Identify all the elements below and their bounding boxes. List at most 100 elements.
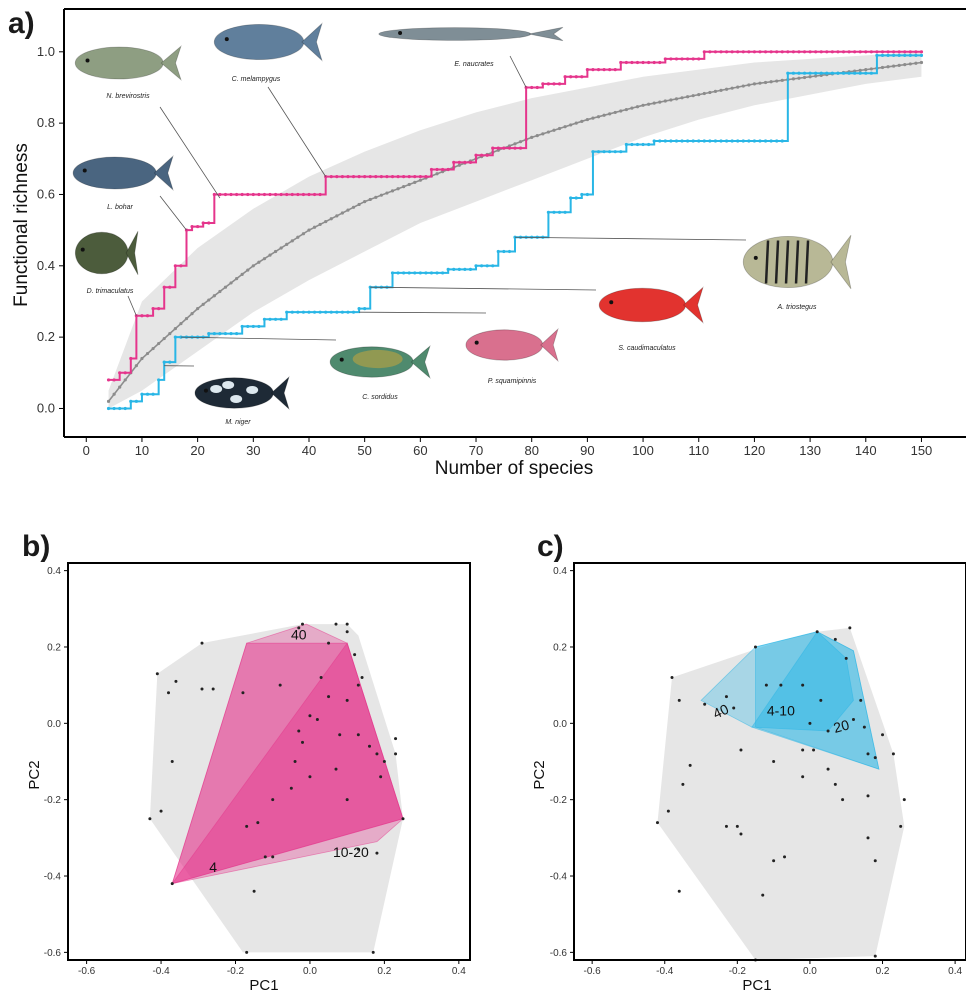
species-point bbox=[171, 760, 174, 763]
c-sordidus-species-label: C. sordidus bbox=[362, 394, 398, 401]
mean-point bbox=[630, 107, 633, 110]
max-point bbox=[736, 50, 739, 53]
m-niger-spot bbox=[210, 385, 222, 393]
max-point bbox=[469, 161, 472, 164]
x-tick-label: -0.4 bbox=[656, 966, 674, 977]
min-point bbox=[447, 268, 450, 271]
max-point bbox=[486, 154, 489, 157]
max-point bbox=[474, 154, 477, 157]
mean-point bbox=[647, 103, 650, 106]
min-point bbox=[875, 54, 878, 57]
max-point bbox=[140, 314, 143, 317]
max-point bbox=[920, 50, 923, 53]
species-point bbox=[335, 623, 338, 626]
mean-point bbox=[235, 277, 238, 280]
min-point bbox=[402, 271, 405, 274]
species-point bbox=[357, 733, 360, 736]
mean-point bbox=[708, 91, 711, 94]
min-point bbox=[614, 150, 617, 153]
max-point bbox=[113, 378, 116, 381]
m-niger-eye bbox=[204, 389, 208, 393]
min-point bbox=[758, 139, 761, 142]
max-point bbox=[118, 371, 121, 374]
mean-point bbox=[747, 83, 750, 86]
m-niger-spot bbox=[230, 395, 242, 403]
species-point bbox=[827, 729, 830, 732]
species-point bbox=[739, 833, 742, 836]
max-point bbox=[352, 175, 355, 178]
mean-point bbox=[870, 67, 873, 70]
a-triostegus-eye bbox=[754, 256, 758, 260]
min-point bbox=[602, 150, 605, 153]
min-point bbox=[296, 311, 299, 314]
c-melampygus-tail bbox=[302, 24, 322, 61]
min-point bbox=[892, 54, 895, 57]
y-tick-label: -0.6 bbox=[44, 948, 62, 959]
mean-point bbox=[324, 220, 327, 223]
max-point bbox=[463, 161, 466, 164]
max-point bbox=[124, 371, 127, 374]
min-point bbox=[747, 139, 750, 142]
species-point bbox=[201, 687, 204, 690]
x-tick-label: 0.4 bbox=[948, 966, 962, 977]
max-point bbox=[653, 61, 656, 64]
x-tick-label: 150 bbox=[911, 443, 933, 458]
species-point bbox=[394, 737, 397, 740]
min-point bbox=[853, 72, 856, 75]
max-point bbox=[385, 175, 388, 178]
max-point bbox=[614, 68, 617, 71]
c-melampygus-body bbox=[214, 24, 304, 59]
min-point bbox=[497, 250, 500, 253]
max-point bbox=[168, 286, 171, 289]
mean-point bbox=[731, 87, 734, 90]
min-point bbox=[836, 72, 839, 75]
x-tick-label: -0.6 bbox=[78, 966, 96, 977]
min-point bbox=[419, 271, 422, 274]
mean-point bbox=[775, 79, 778, 82]
mean-point bbox=[536, 134, 539, 137]
l-bohar-body bbox=[73, 157, 156, 189]
species-point bbox=[346, 630, 349, 633]
species-point bbox=[848, 626, 851, 629]
mean-point bbox=[458, 164, 461, 167]
mean-point bbox=[319, 223, 322, 226]
max-point bbox=[564, 75, 567, 78]
species-point bbox=[881, 733, 884, 736]
max-point bbox=[541, 82, 544, 85]
m-niger-fish-icon bbox=[195, 377, 289, 409]
mean-point bbox=[346, 209, 349, 212]
panel-b-x-axis-title: PC1 bbox=[249, 977, 278, 993]
max-point bbox=[664, 57, 667, 60]
min-point bbox=[157, 378, 160, 381]
species-point bbox=[383, 760, 386, 763]
mean-point bbox=[864, 68, 867, 71]
n-brevirostris-fish-icon bbox=[75, 46, 181, 80]
min-point bbox=[898, 54, 901, 57]
species-point bbox=[736, 825, 739, 828]
x-tick-label: 110 bbox=[688, 443, 709, 458]
species-point bbox=[308, 775, 311, 778]
min-point bbox=[391, 271, 394, 274]
max-point bbox=[363, 175, 366, 178]
min-point bbox=[675, 139, 678, 142]
x-tick-label: 130 bbox=[799, 443, 821, 458]
min-point bbox=[731, 139, 734, 142]
y-tick-label: 0.4 bbox=[47, 566, 61, 577]
species-point bbox=[678, 890, 681, 893]
max-point bbox=[708, 50, 711, 53]
max-point bbox=[497, 147, 500, 150]
max-point bbox=[163, 286, 166, 289]
species-point bbox=[874, 756, 877, 759]
species-point bbox=[689, 764, 692, 767]
l-bohar-species-label: L. bohar bbox=[107, 204, 133, 211]
mean-point bbox=[636, 105, 639, 108]
min-point bbox=[302, 311, 305, 314]
max-point bbox=[758, 50, 761, 53]
min-point bbox=[864, 72, 867, 75]
min-point bbox=[714, 139, 717, 142]
mean-point bbox=[675, 97, 678, 100]
max-point bbox=[814, 50, 817, 53]
min-point bbox=[313, 311, 316, 314]
mean-point bbox=[686, 95, 689, 98]
min-point bbox=[458, 268, 461, 271]
